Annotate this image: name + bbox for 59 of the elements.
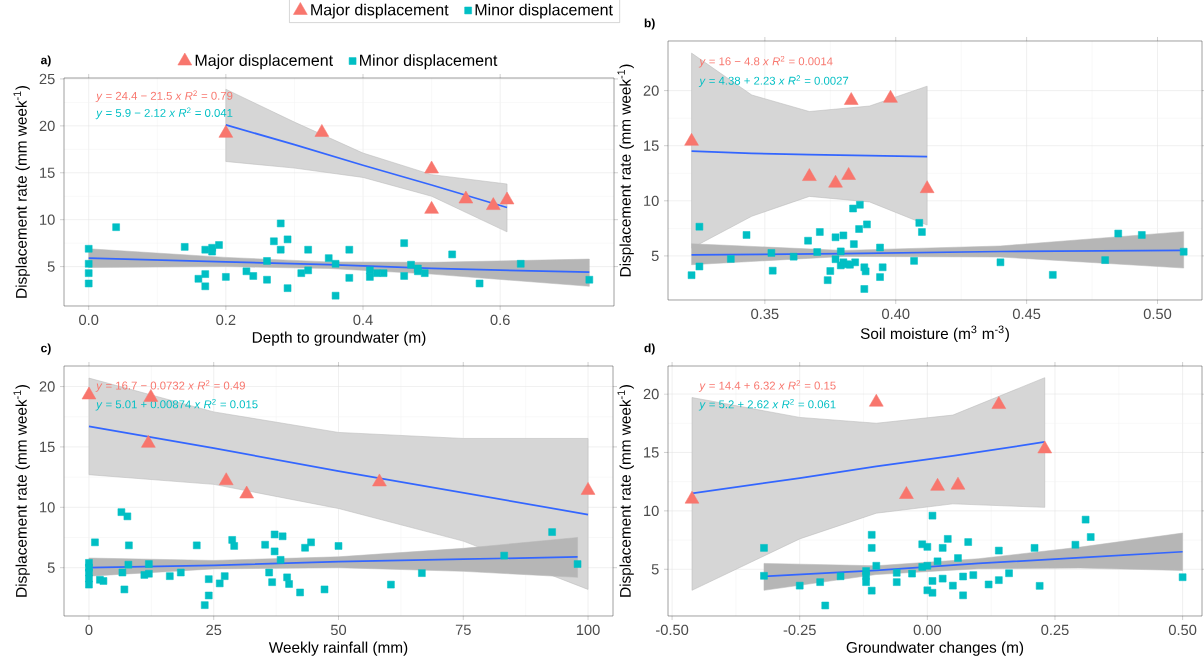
y-tick-label: 15 — [40, 167, 55, 178]
x-tick-label: 75 — [455, 624, 471, 635]
legend-label: Major displacement — [195, 54, 333, 70]
y-axis-title: Displacement rate (mm week$^{-1}$) — [13, 86, 30, 298]
x-tick-label: 0.35 — [751, 308, 779, 320]
y-tick-label: 15 — [40, 441, 55, 453]
chart-title: c) — [41, 343, 51, 355]
annotation: y = 5.2 + 2.62 x R$^{2}$ = 0.061 — [698, 398, 836, 411]
x-tick-label: -0.50 — [656, 624, 689, 636]
y-tick-label: 20 — [39, 381, 55, 392]
x-tick-label: 0.50 — [1143, 308, 1172, 320]
chart-title: a) — [40, 55, 51, 67]
y-tick-label: 15 — [644, 447, 659, 458]
y-tick-label: 10 — [40, 214, 55, 225]
x-tick-label: 100 — [576, 624, 600, 636]
x-tick-label: 0.2 — [216, 314, 236, 326]
legend-label: Minor displacement — [360, 54, 498, 70]
annotation: y = 24.4 − 21.5 x R$^{2}$ = 0.79 — [95, 90, 233, 103]
legend-label: Minor displacement — [475, 3, 613, 19]
x-axis-title: Soil moisture (m$^{3}$ m$^{-3}$) — [860, 325, 1009, 343]
x-tick-label: 50 — [330, 624, 347, 636]
y-tick-label: 5 — [47, 261, 55, 272]
y-tick-label: 5 — [651, 250, 659, 262]
y-tick-label: 20 — [643, 388, 659, 400]
annotation: y = 5.01 + 0.00874 x R$^{2}$ = 0.015 — [95, 398, 258, 411]
y-tick-label: 20 — [39, 120, 55, 132]
chart-title: b) — [644, 18, 655, 30]
x-tick-label: 25 — [206, 624, 222, 636]
x-tick-label: 0.50 — [1168, 624, 1197, 636]
y-tick-label: 5 — [651, 564, 659, 575]
y-tick-label: 10 — [644, 195, 659, 206]
x-tick-label: 0.00 — [913, 624, 942, 636]
y-tick-label: 20 — [643, 85, 659, 96]
annotation: y = 16 − 4.8 x R$^{2}$ = 0.0014 — [698, 55, 833, 68]
y-axis-title: Displacement rate (mm week$^{-1}$) — [617, 385, 634, 597]
x-tick-label: 0.45 — [1012, 308, 1041, 320]
y-tick-label: 25 — [39, 73, 55, 85]
x-tick-label: 0 — [85, 624, 93, 636]
annotation: y = 4.38 + 2.23 x R$^{2}$ = 0.0027 — [698, 75, 849, 87]
x-tick-label: 0.4 — [353, 314, 373, 326]
x-tick-label: 0.40 — [882, 308, 910, 320]
annotation: y = 5.9 − 2.12 x R$^{2}$ = 0.041 — [95, 107, 233, 120]
x-axis-title: Weekly rainfall (mm) — [268, 641, 408, 656]
x-tick-label: -0.25 — [783, 624, 816, 636]
y-tick-label: 15 — [644, 140, 659, 151]
y-tick-label: 10 — [644, 505, 659, 517]
x-tick-label: 0.25 — [1041, 624, 1069, 636]
annotation: y = 14.4 + 6.32 x R$^{2}$ = 0.15 — [698, 380, 836, 392]
y-axis-title: Displacement rate (mm week$^{-1}$) — [617, 64, 634, 277]
legend-label: Major displacement — [311, 3, 449, 19]
annotation: y = 16.7 − 0.0732 x R$^{2}$ = 0.49 — [95, 380, 245, 392]
y-axis-title: Displacement rate (mm week$^{-1}$) — [13, 385, 30, 597]
x-axis-title: Groundwater changes (m) — [846, 641, 1024, 656]
x-axis-title: Depth to groundwater (m) — [252, 331, 426, 346]
x-tick-label: 0.6 — [490, 314, 510, 326]
y-tick-label: 5 — [47, 562, 55, 573]
x-tick-label: 0.0 — [79, 314, 99, 326]
y-tick-label: 10 — [40, 502, 55, 513]
chart-title: d) — [644, 343, 655, 355]
